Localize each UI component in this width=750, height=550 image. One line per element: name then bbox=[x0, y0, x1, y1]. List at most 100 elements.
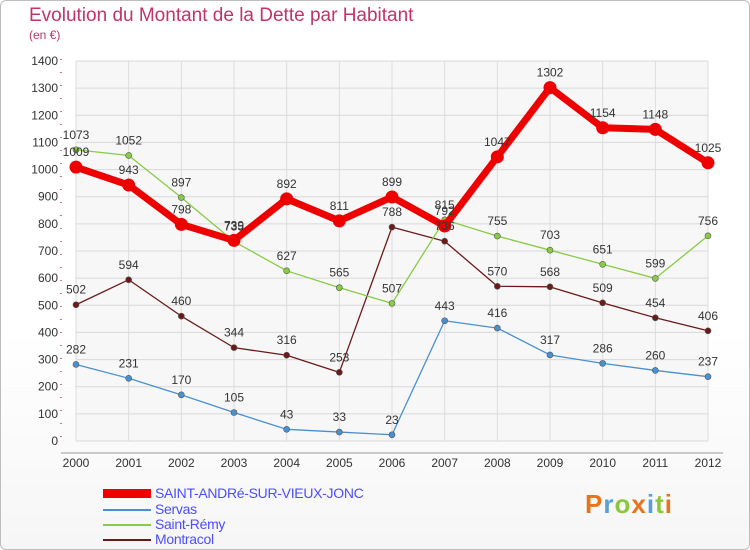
data-label: 260 bbox=[645, 348, 665, 362]
logo-letter: o bbox=[614, 489, 632, 519]
legend-swatch bbox=[103, 509, 151, 511]
x-tick-label: 2006 bbox=[379, 456, 406, 470]
logo-letter: r bbox=[603, 489, 615, 519]
legend-swatch bbox=[103, 539, 151, 541]
x-tick-label: 2009 bbox=[537, 456, 564, 470]
data-label: 507 bbox=[382, 281, 402, 295]
data-point bbox=[599, 360, 606, 367]
data-label: 454 bbox=[645, 296, 665, 310]
data-label: 406 bbox=[698, 309, 718, 323]
data-point bbox=[441, 317, 448, 325]
data-point bbox=[332, 214, 346, 228]
data-label: 755 bbox=[487, 214, 507, 228]
data-point bbox=[388, 223, 396, 231]
data-label: 1052 bbox=[115, 133, 142, 147]
data-label: 286 bbox=[593, 341, 613, 355]
data-label: 1025 bbox=[695, 141, 722, 155]
y-tick-label: 500 bbox=[38, 298, 58, 312]
legend-label: Servas bbox=[155, 501, 197, 517]
data-point bbox=[599, 260, 606, 268]
data-point bbox=[125, 374, 132, 382]
y-tick-label: 300 bbox=[38, 353, 58, 367]
chart-subtitle: (en €) bbox=[29, 28, 61, 42]
y-tick-label: 1400 bbox=[31, 54, 58, 68]
logo-letter: x bbox=[631, 489, 647, 519]
data-point bbox=[336, 284, 343, 291]
legend-label: Montracol bbox=[155, 531, 214, 547]
data-point bbox=[704, 373, 712, 380]
data-point bbox=[72, 146, 80, 154]
data-point bbox=[652, 367, 659, 374]
data-point bbox=[652, 275, 659, 282]
data-point bbox=[230, 409, 238, 416]
data-label: 798 bbox=[171, 202, 191, 216]
data-label: 599 bbox=[645, 256, 665, 270]
data-label: 570 bbox=[487, 264, 507, 278]
x-tick-label: 2000 bbox=[63, 456, 90, 470]
data-label: 651 bbox=[593, 242, 613, 256]
x-tick-label: 2007 bbox=[431, 456, 458, 470]
x-tick-label: 2008 bbox=[484, 456, 511, 470]
data-label: 460 bbox=[171, 294, 191, 308]
data-point bbox=[280, 192, 294, 206]
legend-label: Saint-Rémy bbox=[155, 516, 226, 532]
data-point bbox=[599, 299, 606, 307]
data-label: 509 bbox=[593, 281, 613, 295]
data-label: 627 bbox=[277, 249, 297, 263]
data-label: 811 bbox=[330, 199, 349, 213]
data-point bbox=[72, 301, 80, 309]
data-point bbox=[178, 194, 185, 201]
data-label: 253 bbox=[329, 350, 349, 364]
x-tick-label: 2001 bbox=[115, 456, 142, 470]
y-tick-label: 800 bbox=[38, 217, 58, 231]
data-point bbox=[596, 121, 610, 135]
legend-swatch bbox=[103, 489, 151, 498]
data-point bbox=[230, 344, 238, 351]
data-label: 33 bbox=[333, 410, 347, 424]
y-tick-label: 200 bbox=[38, 380, 58, 394]
y-tick-label: 1300 bbox=[31, 81, 58, 95]
y-tick-label: 0 bbox=[51, 434, 58, 448]
data-label: 736 bbox=[435, 219, 455, 233]
data-label: 1148 bbox=[642, 107, 668, 121]
data-point bbox=[648, 122, 662, 136]
data-label: 943 bbox=[119, 163, 139, 177]
x-tick-label: 2012 bbox=[695, 456, 722, 470]
data-label: 899 bbox=[382, 175, 402, 189]
y-tick-label: 1100 bbox=[32, 135, 58, 149]
data-label: 231 bbox=[119, 356, 139, 370]
data-point bbox=[178, 391, 185, 399]
logo-letter: P bbox=[585, 489, 604, 519]
chart-title: Evolution du Montant de la Dette par Hab… bbox=[29, 5, 414, 26]
legend-label: SAINT-ANDRé-SUR-VIEUX-JONC bbox=[155, 485, 364, 501]
data-point bbox=[69, 160, 83, 174]
logo-letter: i bbox=[664, 489, 673, 519]
data-label: 788 bbox=[382, 205, 402, 219]
data-label: 792 bbox=[435, 204, 455, 218]
data-label: 756 bbox=[698, 214, 718, 228]
data-point bbox=[388, 300, 396, 307]
data-label: 703 bbox=[540, 228, 560, 242]
data-point bbox=[546, 246, 554, 254]
legend-swatch bbox=[103, 524, 151, 526]
y-tick-label: 1200 bbox=[31, 108, 58, 122]
proxiti-logo: Proxiti bbox=[585, 489, 673, 520]
data-label: 1154 bbox=[590, 106, 616, 120]
data-label: 739 bbox=[224, 218, 244, 232]
logo-letter: i bbox=[646, 489, 656, 519]
data-point bbox=[652, 314, 659, 322]
data-label: 443 bbox=[435, 299, 455, 313]
logo-letter: t bbox=[655, 489, 665, 519]
data-point bbox=[283, 351, 290, 359]
data-point bbox=[72, 361, 80, 368]
data-label: 815 bbox=[435, 198, 455, 212]
data-label: 316 bbox=[277, 333, 297, 347]
data-point bbox=[178, 312, 185, 320]
data-label: 1073 bbox=[63, 128, 90, 142]
data-label: 282 bbox=[66, 342, 86, 356]
data-point bbox=[494, 324, 501, 332]
data-point bbox=[125, 276, 132, 284]
y-tick-label: 700 bbox=[38, 244, 58, 258]
